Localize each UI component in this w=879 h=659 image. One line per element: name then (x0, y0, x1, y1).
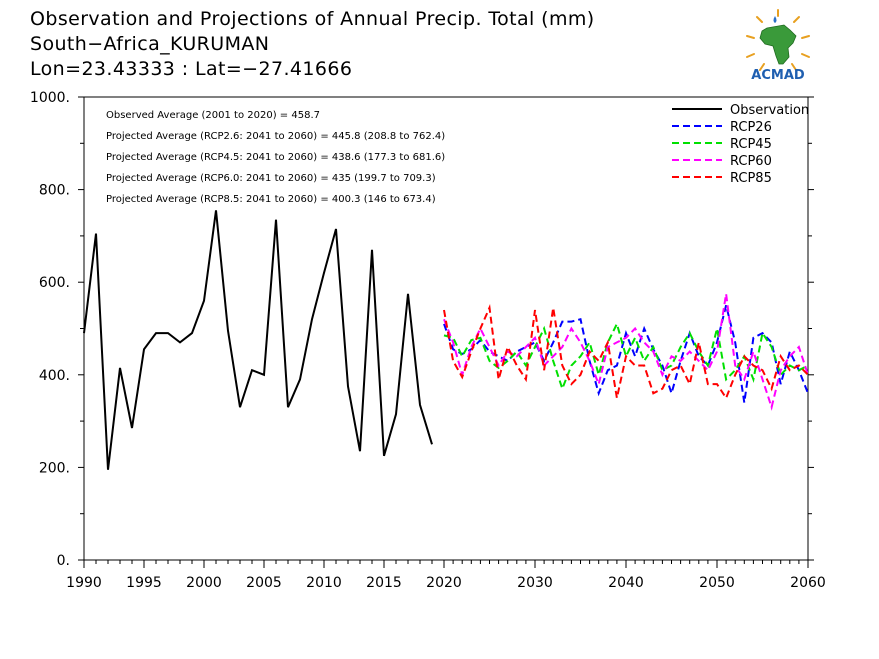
y-tick-label: 400. (39, 368, 70, 384)
x-tick-label: 2050 (699, 575, 735, 591)
series-line-rcp85 (443, 303, 809, 401)
chart-title: Observation and Projections of Annual Pr… (30, 8, 595, 30)
x-tick-label: 2030 (517, 575, 553, 591)
legend-label: RCP26 (730, 120, 772, 135)
y-tick-label: 200. (39, 460, 70, 476)
x-tick-label: 2060 (790, 575, 826, 591)
stats-annotation: Projected Average (RCP4.5: 2041 to 2060)… (106, 152, 445, 163)
stats-annotation: Projected Average (RCP2.6: 2041 to 2060)… (106, 131, 445, 142)
stats-annotation: Projected Average (RCP6.0: 2041 to 2060)… (106, 173, 436, 184)
x-tick-label: 1990 (66, 575, 102, 591)
x-tick-label: 2020 (426, 575, 462, 591)
x-tick-label: 2015 (366, 575, 402, 591)
legend-label: RCP85 (730, 171, 772, 186)
stats-annotation: Observed Average (2001 to 2020) = 458.7 (106, 110, 320, 121)
x-tick-label: 2000 (186, 575, 222, 591)
series-line-rcp45 (443, 321, 809, 392)
y-tick-label: 0. (57, 553, 70, 569)
africa-map-icon: ACMAD (746, 9, 810, 83)
y-tick-label: 1000. (30, 90, 70, 106)
logo-text: ACMAD (751, 68, 805, 83)
y-tick-label: 800. (39, 183, 70, 199)
legend-label: RCP45 (730, 137, 772, 152)
station-name: South−Africa_KURUMAN (30, 33, 270, 55)
legend-label: Observation (730, 103, 809, 118)
acmad-logo: ACMAD (736, 8, 820, 84)
x-tick-label: 2005 (246, 575, 282, 591)
x-tick-label: 2040 (608, 575, 644, 591)
x-tick-label: 1995 (126, 575, 162, 591)
series-line-rcp26 (443, 305, 809, 403)
x-tick-label: 2010 (306, 575, 342, 591)
legend-label: RCP60 (730, 154, 772, 169)
observation-series-line (83, 210, 433, 470)
y-tick-label: 600. (39, 275, 70, 291)
series-line-rcp60 (443, 293, 809, 411)
stats-annotation: Projected Average (RCP8.5: 2041 to 2060)… (106, 194, 436, 205)
station-coordinates: Lon=23.43333 : Lat=−27.41666 (30, 58, 353, 80)
